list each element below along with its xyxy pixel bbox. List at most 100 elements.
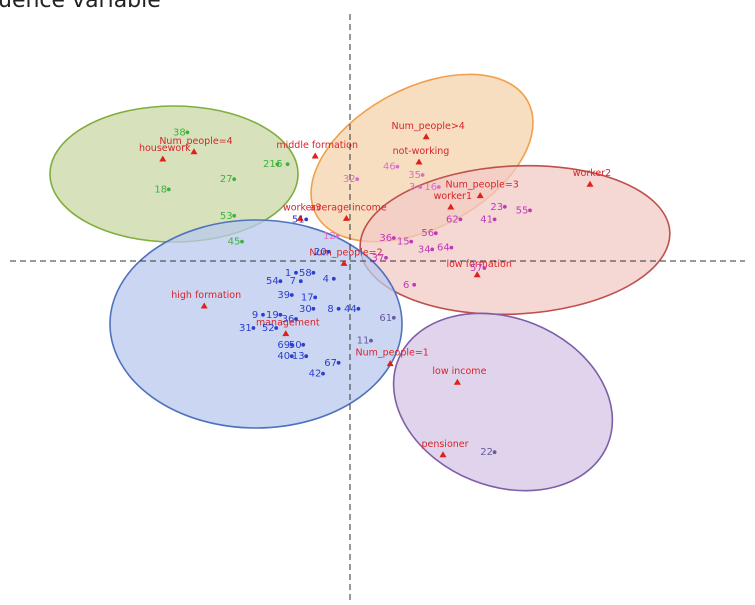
data-point [285,162,290,167]
category-marker [453,378,461,385]
category-marker [159,155,167,162]
point-label: 31 [239,323,252,334]
data-point [355,177,360,182]
cluster-ellipses [49,73,671,492]
data-point [294,270,298,275]
data-point [391,315,396,320]
category-marker [422,133,430,140]
point-label: 57 [470,263,483,274]
data-point [274,326,279,330]
data-point [395,164,400,169]
category-label: Num_people=2 [309,247,382,258]
data-point [430,247,435,252]
data-point [412,282,417,287]
point-label: 54 [266,276,279,287]
data-point [528,208,532,213]
point-label: 11 [357,336,370,347]
point-label: 45 [228,237,241,248]
point-label: 38 [173,127,186,138]
data-point [409,239,414,244]
point-label: 56 [421,228,434,239]
point-label: 35 [408,170,421,181]
point-label: 19 [266,310,279,321]
data-point [294,317,298,321]
data-point [331,276,336,281]
category-marker [473,271,481,278]
cluster-ellipse-blue [109,219,403,429]
category-marker [415,158,423,165]
data-point [232,213,237,218]
data-point [311,306,316,311]
point-label: 30 [299,304,312,315]
category-label: middle formation [276,140,358,151]
category-marker [586,180,594,187]
point-label: 1 [285,268,291,279]
point-label: 58 [299,268,312,279]
data-point [289,354,294,359]
point-label: 13 [292,351,305,362]
data-point [311,270,316,275]
cluster-ellipse-purple [392,312,614,492]
data-point [482,266,487,270]
data-point [313,295,318,300]
data-point [391,236,396,240]
category-label: low income [432,366,486,377]
data-point [336,360,341,365]
data-point [458,217,463,222]
data-point [304,217,309,222]
data-point [278,279,283,284]
data-point [289,293,294,297]
point-label: 16 [424,182,437,193]
point-label: 53 [220,211,233,222]
data-point [502,204,507,209]
data-point [240,239,244,244]
category-label: management [256,318,320,329]
data-point [321,371,325,376]
point-label: 21 [263,159,276,170]
category-label: worker3 [283,202,321,213]
data-point [384,255,388,260]
point-label: 50 [289,340,302,351]
data-point [436,185,441,189]
category-label: Num_people=3 [446,180,519,191]
point-label: 32 [343,174,356,185]
data-point [301,342,306,347]
category-label: worker2 [573,168,611,179]
category-marker [476,192,484,199]
category-label: Num_people=1 [356,348,429,359]
point-label: 44 [344,304,357,315]
point-label: 69 [277,340,290,351]
data-point [492,450,497,455]
category-marker [296,214,304,221]
point-label: 62 [446,214,459,225]
point-label: 27 [220,174,233,185]
data-point [278,312,283,317]
cluster-ellipse-red [359,164,671,316]
data-point [166,187,171,192]
point-label: 5 [276,159,282,170]
category-label: Num_people>4 [392,121,465,132]
point-label: 52 [262,323,275,334]
point-label: 4 [323,274,329,285]
point-label: 36 [282,314,295,325]
category-marker [342,214,350,221]
data-point [356,306,361,311]
point-label: 7 [290,276,296,287]
category-label: pensioner [421,439,468,450]
category-label: average income [310,202,387,213]
category-marker [190,148,198,155]
category-label: worker1 [434,191,472,202]
data-point [289,342,294,347]
point-label: 39 [277,290,290,301]
category-label: low formation [446,259,511,270]
point-label: 34 [418,244,431,255]
point-label: 36 [379,233,392,244]
data-point [275,162,280,167]
chart-title: uence variable [0,0,161,13]
point-label: 12 [323,231,336,242]
point-label: 8 [327,304,333,315]
category-marker [282,330,290,337]
